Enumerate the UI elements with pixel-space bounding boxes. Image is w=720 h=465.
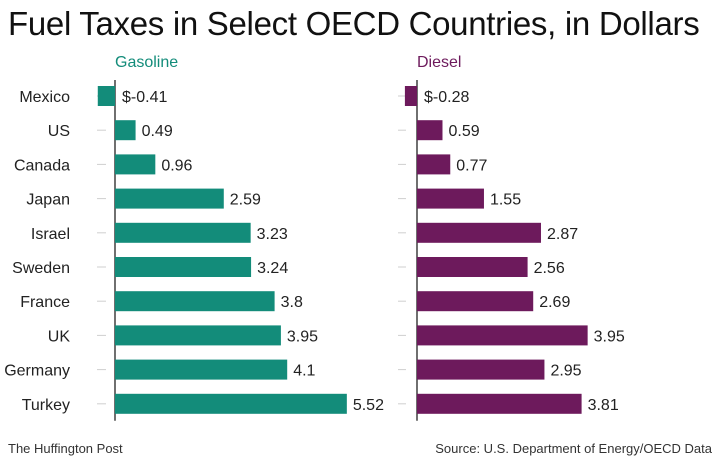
data-label: 5.52	[353, 397, 384, 414]
bar	[115, 393, 347, 414]
category-label: Israel	[31, 226, 70, 243]
series-header: Diesel	[417, 54, 461, 71]
data-label: 0.49	[142, 123, 173, 140]
bar	[115, 222, 251, 243]
category-label: Mexico	[19, 89, 70, 106]
data-label: 0.59	[448, 123, 479, 140]
bar	[417, 120, 443, 141]
data-label: 0.96	[161, 157, 192, 174]
category-label: UK	[48, 328, 71, 345]
category-label: Turkey	[22, 397, 70, 414]
data-label: 3.24	[257, 260, 288, 277]
bar	[115, 154, 156, 175]
data-label: 2.59	[230, 192, 261, 209]
data-label: $-0.28	[424, 89, 469, 106]
bar	[417, 393, 582, 414]
data-label: 1.55	[490, 192, 521, 209]
data-label: 3.81	[588, 397, 619, 414]
bar	[417, 257, 528, 277]
bar	[404, 86, 417, 106]
publisher-credit: The Huffington Post	[8, 441, 123, 456]
data-label: 3.8	[281, 294, 303, 311]
category-label: Canada	[14, 157, 70, 174]
data-label: $-0.41	[122, 89, 167, 106]
bar	[417, 359, 545, 380]
data-label: 3.95	[594, 328, 625, 345]
data-label: 2.95	[550, 363, 581, 380]
category-label: France	[20, 294, 70, 311]
category-label: Germany	[4, 363, 70, 380]
data-label: 0.77	[456, 157, 487, 174]
data-label: 3.95	[287, 328, 318, 345]
category-label: Sweden	[12, 260, 70, 277]
bar	[115, 120, 136, 141]
bar	[97, 86, 115, 106]
bar	[417, 222, 541, 243]
category-label: US	[48, 123, 70, 140]
bar	[417, 325, 588, 346]
chart-title: Fuel Taxes in Select OECD Countries, in …	[8, 5, 700, 42]
data-label: 2.87	[547, 226, 578, 243]
bar	[115, 291, 275, 312]
bar	[417, 291, 534, 312]
data-label: 4.1	[293, 363, 315, 380]
bar	[417, 188, 484, 209]
data-label: 2.69	[539, 294, 570, 311]
bar	[115, 359, 288, 380]
data-label: 2.56	[534, 260, 565, 277]
bar	[115, 325, 281, 346]
data-label: 3.23	[257, 226, 288, 243]
bar	[115, 257, 252, 277]
bar	[115, 188, 224, 209]
category-label: Japan	[26, 192, 70, 209]
source-note: Source: U.S. Department of Energy/OECD D…	[435, 441, 712, 456]
series-header: Gasoline	[115, 54, 178, 71]
bar	[417, 154, 451, 175]
